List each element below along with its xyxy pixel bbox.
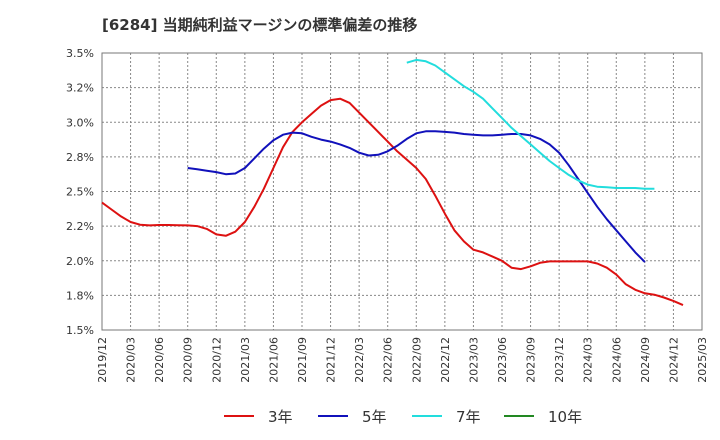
x-tick-label: 2023/06 bbox=[496, 337, 509, 383]
y-tick-label: 3.5% bbox=[66, 47, 94, 60]
x-tick-label: 2022/09 bbox=[410, 337, 423, 383]
y-tick-label: 2.8% bbox=[66, 151, 94, 164]
x-tick-label: 2024/06 bbox=[610, 337, 623, 383]
x-tick-label: 2021/09 bbox=[296, 337, 309, 383]
y-tick-label: 2.0% bbox=[66, 255, 94, 268]
legend-item-7y: 7年 bbox=[412, 404, 481, 428]
x-tick-label: 2024/03 bbox=[582, 337, 595, 383]
y-tick-label: 3.2% bbox=[66, 82, 94, 95]
chart-title: [6284] 当期純利益マージンの標準偏差の推移 bbox=[102, 16, 418, 34]
series-line-0 bbox=[101, 97, 684, 307]
legend-label-3y: 3年 bbox=[268, 407, 293, 426]
x-tick-label: 2023/12 bbox=[553, 337, 566, 383]
series-line-1 bbox=[187, 130, 646, 263]
axes bbox=[101, 52, 703, 331]
legend-swatch-7y bbox=[412, 415, 442, 417]
series-line-2 bbox=[406, 58, 655, 190]
legend-swatch-3y bbox=[224, 415, 254, 417]
grid-lines bbox=[101, 52, 703, 331]
y-tick-label: 1.8% bbox=[66, 289, 94, 302]
x-tick-label: 2021/06 bbox=[267, 337, 280, 383]
legend-label-5y: 5年 bbox=[362, 407, 387, 426]
legend-swatch-10y bbox=[504, 415, 534, 417]
x-tick-label: 2019/12 bbox=[96, 337, 109, 383]
y-tick-label: 1.5% bbox=[66, 324, 94, 337]
x-tick-label: 2023/09 bbox=[525, 337, 538, 383]
x-tick-label: 2020/03 bbox=[125, 337, 138, 383]
x-tick-label: 2022/06 bbox=[382, 337, 395, 383]
y-tick-label: 3.0% bbox=[66, 116, 94, 129]
x-tick-label: 2021/03 bbox=[239, 337, 252, 383]
legend-item-5y: 5年 bbox=[318, 404, 387, 428]
y-tick-label: 2.5% bbox=[66, 186, 94, 199]
x-tick-label: 2020/12 bbox=[210, 337, 223, 383]
legend-item-10y: 10年 bbox=[504, 404, 582, 428]
x-tick-label: 2020/06 bbox=[153, 337, 166, 383]
x-tick-label: 2023/03 bbox=[467, 337, 480, 383]
x-tick-label: 2025/03 bbox=[696, 337, 709, 383]
legend-label-7y: 7年 bbox=[456, 407, 481, 426]
x-tick-label: 2022/12 bbox=[439, 337, 452, 383]
legend-label-10y: 10年 bbox=[548, 407, 583, 426]
legend: 3年 5年 7年 10年 bbox=[0, 404, 720, 428]
y-tick-label: 2.2% bbox=[66, 220, 94, 233]
x-tick-label: 2020/09 bbox=[182, 337, 195, 383]
x-tick-label: 2022/03 bbox=[353, 337, 366, 383]
legend-item-3y: 3年 bbox=[224, 404, 293, 428]
x-tick-labels: 2019/12 2020/03 2020/06 2020/09 2020/12 2021/… bbox=[96, 337, 709, 383]
series-layer bbox=[101, 58, 684, 307]
x-tick-label: 2021/12 bbox=[325, 337, 338, 383]
x-tick-label: 2024/09 bbox=[639, 337, 652, 383]
y-tick-labels: 3.5% 3.2% 3.0% 2.8% 2.5% 2.2% 2.0% 1.8% 1.5% bbox=[66, 47, 94, 337]
x-tick-label: 2024/12 bbox=[667, 337, 680, 383]
legend-swatch-5y bbox=[318, 415, 348, 417]
plot-frame bbox=[101, 52, 703, 331]
